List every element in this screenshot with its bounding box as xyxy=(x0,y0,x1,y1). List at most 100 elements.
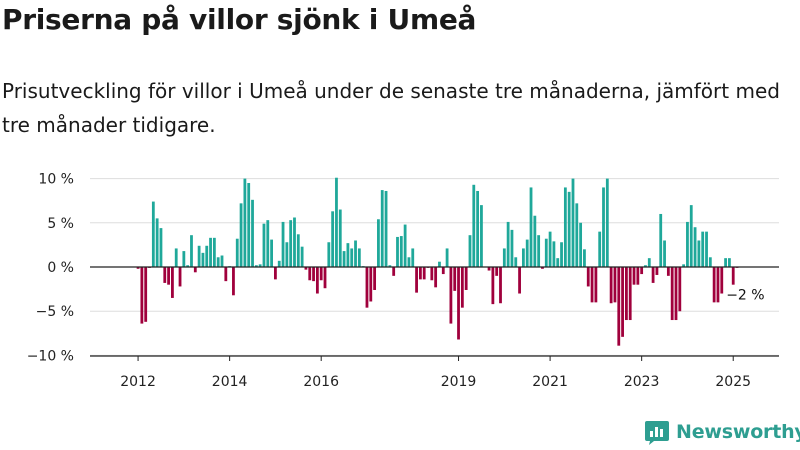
bar xyxy=(274,267,277,280)
bar xyxy=(659,213,663,267)
bar xyxy=(464,267,468,290)
bar xyxy=(689,205,693,267)
bar xyxy=(163,267,167,283)
bar xyxy=(521,248,525,267)
bar xyxy=(403,224,407,267)
bar xyxy=(514,257,518,267)
bar xyxy=(373,267,377,290)
bar xyxy=(411,248,415,267)
bar xyxy=(281,221,285,267)
bar xyxy=(594,267,598,303)
bar xyxy=(533,215,537,267)
bar xyxy=(377,219,380,267)
bar xyxy=(682,264,686,267)
bar xyxy=(598,231,602,267)
bars xyxy=(136,177,743,346)
bar xyxy=(277,260,281,267)
bar xyxy=(369,267,373,302)
bar xyxy=(644,265,647,267)
bar xyxy=(640,267,644,275)
bar xyxy=(342,251,346,267)
bar-chart-logo-icon xyxy=(645,421,669,445)
bar xyxy=(323,267,327,289)
bar xyxy=(304,267,308,270)
bar xyxy=(487,267,491,271)
bar xyxy=(621,267,624,337)
bar xyxy=(262,223,266,267)
bar xyxy=(296,234,300,267)
y-tick-label: −10 % xyxy=(27,348,74,364)
bar xyxy=(590,267,594,303)
bar xyxy=(441,267,445,275)
bar xyxy=(243,178,247,267)
bar xyxy=(151,201,155,267)
bar xyxy=(655,267,659,275)
bar xyxy=(186,265,190,267)
bar xyxy=(602,187,605,267)
bar xyxy=(575,203,579,267)
bar xyxy=(315,267,319,294)
x-tick-label: 2016 xyxy=(303,374,339,390)
bar xyxy=(357,248,361,267)
y-tick-label: 5 % xyxy=(47,216,74,232)
bar xyxy=(300,246,304,267)
bar xyxy=(552,241,556,267)
bar xyxy=(544,238,548,267)
bar xyxy=(174,248,178,267)
bar xyxy=(712,267,716,303)
bar xyxy=(266,220,270,267)
bar xyxy=(232,267,235,296)
bar xyxy=(140,267,144,324)
bar xyxy=(415,267,418,293)
bar xyxy=(686,221,689,267)
bar xyxy=(720,267,724,294)
bar xyxy=(701,231,705,267)
bar xyxy=(636,267,640,285)
bar xyxy=(586,267,590,287)
bar xyxy=(651,267,655,283)
bar xyxy=(205,245,209,267)
bar xyxy=(235,238,239,267)
bar xyxy=(716,267,720,303)
bar xyxy=(251,199,254,267)
chart-subtitle: Prisutveckling för villor i Umeå under d… xyxy=(2,79,780,137)
bar xyxy=(476,190,480,267)
bar xyxy=(647,258,651,267)
bar xyxy=(617,267,621,346)
bar xyxy=(678,267,682,312)
bar xyxy=(579,222,583,267)
axes: 10 % 5 % 0 % −5 % −10 % 2012 2014 2016 2019 2021 2… xyxy=(27,172,779,390)
x-tick-label: 2025 xyxy=(715,374,751,390)
bar xyxy=(724,258,727,267)
bar xyxy=(167,267,170,285)
bar xyxy=(609,267,613,304)
bar xyxy=(216,257,220,267)
bar xyxy=(449,267,453,324)
bar xyxy=(144,267,148,322)
x-tick-label: 2023 xyxy=(624,374,660,390)
bar xyxy=(457,267,460,340)
bar xyxy=(335,177,338,267)
bar xyxy=(510,229,514,267)
bar xyxy=(548,231,552,267)
bar xyxy=(212,237,216,267)
bar xyxy=(560,242,563,267)
bar xyxy=(422,267,426,280)
bar xyxy=(525,239,529,267)
bar xyxy=(392,267,396,276)
bar xyxy=(460,267,464,308)
bar xyxy=(258,264,262,267)
brand-name: Newsworthy xyxy=(676,421,800,443)
bar xyxy=(193,267,197,273)
bar xyxy=(285,242,289,267)
bar xyxy=(319,267,323,281)
bar xyxy=(209,237,212,267)
bar xyxy=(434,267,438,288)
bar xyxy=(605,178,609,267)
bar xyxy=(537,235,541,267)
bar xyxy=(239,203,243,267)
latest-value-annotation: −2 % xyxy=(726,288,764,304)
bar xyxy=(663,240,666,267)
y-tick-label: 10 % xyxy=(38,172,74,188)
bar xyxy=(190,235,193,267)
